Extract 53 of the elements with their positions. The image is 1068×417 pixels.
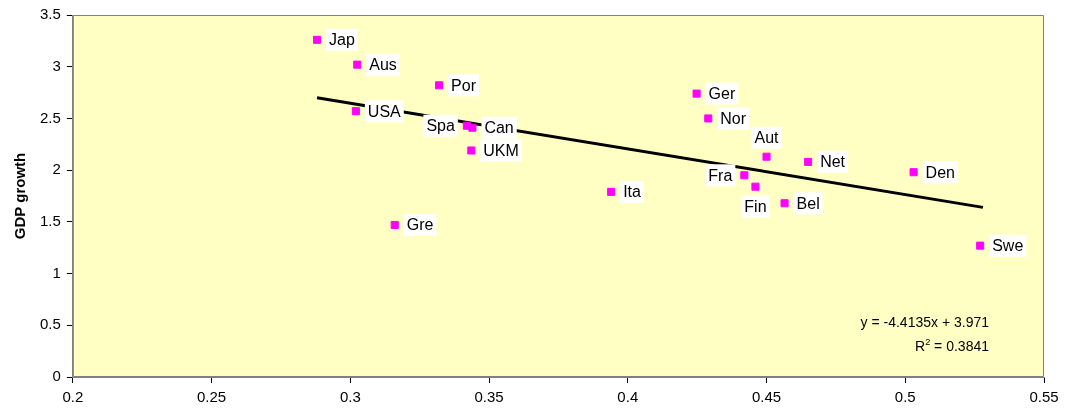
annotation: Ger — [708, 85, 736, 103]
annotation: Net — [820, 153, 846, 171]
annotation: USA — [367, 102, 402, 120]
y-tick-label: 2 — [52, 160, 61, 178]
y-tick-label: 0 — [52, 367, 61, 385]
x-tick-label: 0.5 — [894, 388, 916, 406]
x-tick-label: 0.45 — [751, 388, 782, 406]
point — [976, 241, 985, 250]
point — [312, 35, 322, 44]
annotation: Swe — [992, 237, 1024, 255]
annotation: Ita — [623, 183, 642, 201]
x-tick-label: 0.35 — [474, 388, 504, 406]
annotation: Aut — [754, 129, 780, 147]
point — [435, 81, 444, 90]
y-tick-label: 2.5 — [39, 108, 61, 126]
point — [351, 107, 360, 116]
annotation: Jap — [329, 31, 355, 49]
point — [390, 220, 399, 229]
y-tick-label: 1 — [52, 263, 61, 281]
x-tick-label: 0.3 — [339, 388, 361, 406]
point — [607, 187, 616, 196]
annotation: UKM — [483, 141, 519, 159]
annotation: Can — [484, 119, 514, 137]
point — [780, 199, 789, 208]
y-tick-label: 3 — [52, 56, 61, 74]
point — [462, 121, 471, 130]
annotation: Por — [451, 76, 477, 94]
point — [909, 168, 918, 177]
y-axis-title: GDP growth — [11, 152, 29, 240]
x-tick-label: 0.2 — [62, 388, 84, 406]
annotation: Fra — [708, 166, 733, 184]
point — [740, 171, 749, 180]
annotation: Gre — [406, 216, 434, 234]
annotation: Fin — [744, 198, 767, 216]
point — [762, 152, 771, 161]
y-tick-label: 3.5 — [39, 5, 61, 23]
annotation: Nor — [720, 109, 747, 127]
annotation: Den — [925, 163, 955, 181]
point — [692, 89, 701, 98]
x-tick-label: 0.4 — [617, 388, 639, 406]
x-tick-label: 0.25 — [196, 388, 227, 406]
y-tick-label: 0.5 — [39, 315, 61, 333]
annotation: Spa — [426, 117, 455, 135]
x-tick-label: 0.55 — [1029, 388, 1059, 406]
y-tick-label: 1.5 — [39, 212, 61, 229]
point — [751, 182, 760, 191]
annotation: Aus — [369, 56, 397, 74]
point — [467, 146, 476, 155]
point — [704, 114, 713, 123]
point — [804, 157, 813, 166]
annotation: Bel — [796, 194, 820, 212]
point — [353, 60, 362, 69]
annotation: y = -4.4135x + 3.971 — [860, 314, 990, 330]
